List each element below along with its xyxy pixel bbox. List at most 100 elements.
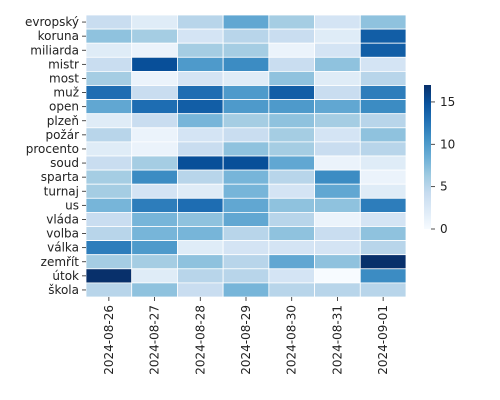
heatmap-cell [85,155,133,171]
heatmap-cell [85,226,133,242]
heatmap-cell [85,268,133,284]
x-tick-label: 2024-08-31 [330,305,344,375]
heatmap-cell [177,42,224,58]
heatmap-cell [85,183,133,199]
heatmap-cell [222,141,270,157]
y-tick-label: vláda [46,212,79,226]
heatmap-cell [268,56,315,72]
heatmap-cell [359,56,407,72]
heatmap-cell [314,282,361,298]
heatmap-cell [268,254,315,270]
heatmap-cell [359,197,407,213]
heatmap-cell [268,226,315,242]
heatmap-cell [222,14,270,30]
heatmap-cell [268,28,315,44]
heatmap-cell [268,42,315,58]
heatmap-cell [359,226,407,242]
y-tick-label: koruna [38,29,79,43]
heatmap-cell [222,282,270,298]
y-tick-label: open [49,100,79,114]
colorbar-tick-label: 5 [440,180,448,194]
heatmap-cell [85,14,133,30]
heatmap-cell [177,240,224,256]
colorbar-ticks: 0 5 10 15 [431,95,455,236]
heatmap-cell [222,155,270,171]
heatmap-cell [359,155,407,171]
heatmap-cell [359,254,407,270]
heatmap-cell [177,268,224,284]
y-tick-label: sparta [41,170,79,184]
heatmap-cell [177,211,224,227]
heatmap-cell [177,141,224,157]
y-tick-label: muž [53,86,79,100]
heatmap-cell [85,282,133,298]
heatmap-cell [131,282,178,298]
heatmap-cell [222,113,270,129]
heatmap-cell [177,183,224,199]
heatmap-cell [131,127,178,143]
heatmap-cell [177,113,224,129]
heatmap-cell [314,127,361,143]
heatmap-cell [359,268,407,284]
x-tick-label: 2024-08-28 [193,305,207,375]
heatmap-cell [268,71,315,86]
heatmap-cell [222,71,270,86]
heatmap-cell [131,197,178,213]
heatmap-cell [85,254,133,270]
heatmap-cell [314,268,361,284]
heatmap-cell [359,42,407,58]
heatmap-cell [359,28,407,44]
heatmap-cell [85,141,133,157]
heatmap-cell [314,226,361,242]
colorbar-tick-label: 0 [440,222,448,236]
heatmap-cell [359,99,407,115]
heatmap-cell [314,240,361,256]
heatmap-cell [359,141,407,157]
heatmap-cell [268,240,315,256]
heatmap-cell [359,85,407,101]
x-tick-label: 2024-09-01 [376,305,390,375]
y-tick-label: soud [50,156,79,170]
heatmap-cell [314,85,361,101]
heatmap-cell [131,56,178,72]
heatmap-cell [85,42,133,58]
heatmap-cell [359,211,407,227]
heatmap-cell [359,127,407,143]
y-tick-label: miliarda [30,43,79,57]
heatmap-cell [131,268,178,284]
heatmap-cell [85,197,133,213]
heatmap-cell [314,14,361,30]
heatmap-cell [314,99,361,115]
heatmap-cell [268,85,315,101]
heatmap-cell [314,197,361,213]
y-tick-label: plzeň [47,114,79,128]
heatmap-cell [268,282,315,298]
y-tick-label: válka [47,241,79,255]
heatmap-cell [177,282,224,298]
heatmap-cell [131,141,178,157]
heatmap-cell [268,127,315,143]
heatmap-cell [268,169,315,185]
heatmap-cell [222,197,270,213]
heatmap-cell [131,254,178,270]
heatmap-cell [131,28,178,44]
heatmap-cell [85,85,133,101]
heatmap-cell [131,226,178,242]
heatmap-cell [359,14,407,30]
heatmap-cell [222,226,270,242]
y-tick-label: evropský [25,15,79,29]
x-tick-label: 2024-08-26 [102,305,116,375]
heatmap-cell [314,42,361,58]
heatmap-cell [85,127,133,143]
heatmap-cell [314,254,361,270]
x-tick-label: 2024-08-27 [148,305,162,375]
heatmap-cell [314,56,361,72]
heatmap-cell [131,85,178,101]
heatmap-cell [85,99,133,115]
heatmap-cell [314,183,361,199]
y-tick-label: procento [26,142,79,156]
heatmap-cell [131,169,178,185]
heatmap-cell [177,254,224,270]
x-tick-label: 2024-08-30 [285,305,299,375]
